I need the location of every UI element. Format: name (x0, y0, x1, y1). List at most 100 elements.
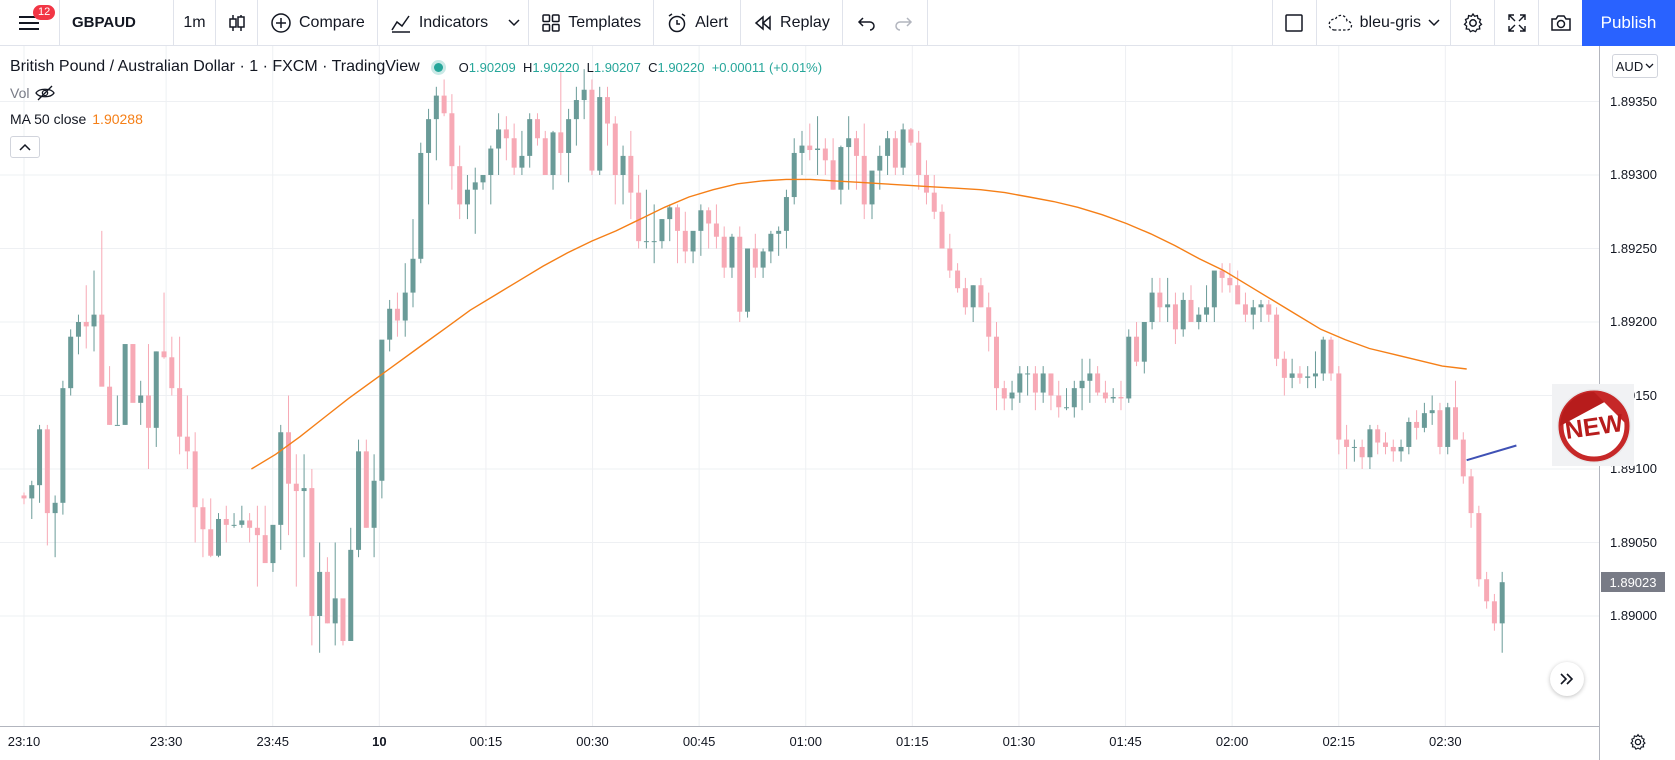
settings-button[interactable] (1450, 0, 1494, 46)
publish-button[interactable]: Publish (1582, 0, 1675, 46)
candle-body-down (293, 483, 299, 492)
indicators-dropdown[interactable] (500, 0, 530, 46)
candle-body-up (231, 524, 237, 526)
fullscreen-button[interactable] (1494, 0, 1538, 46)
replay-button[interactable]: Replay (741, 0, 843, 46)
indicators-label: Indicators (418, 13, 489, 31)
candle-body-down (503, 129, 509, 139)
candle-body-up (729, 236, 735, 268)
candle-body-down (1484, 579, 1490, 602)
candle-body-up (153, 351, 159, 428)
market-open-indicator (433, 62, 443, 72)
axis-settings-button[interactable] (1627, 731, 1649, 753)
candle-body-up (581, 89, 587, 101)
symbol-title: British Pound / Australian Dollar · 1 · … (10, 58, 420, 75)
candle-body-down (1048, 373, 1054, 396)
chart-legend: British Pound / Australian Dollar · 1 · … (10, 54, 822, 158)
time-tick-label: 02:00 (1215, 734, 1249, 749)
candle-body-up (519, 155, 525, 168)
double-chevron-right-icon (1560, 673, 1574, 685)
candle-body-up (138, 395, 144, 403)
ma-legend-row[interactable]: MA 50 close 1.90288 (10, 106, 822, 132)
candle-body-up (659, 219, 665, 242)
alert-button[interactable]: Alert (654, 0, 742, 46)
select-rectangle-button[interactable] (1271, 0, 1316, 46)
candle-body-up (885, 138, 891, 156)
indicators-button[interactable]: Indicators (378, 0, 500, 46)
replay-icon (754, 14, 771, 31)
candle-body-down (192, 451, 198, 508)
candle-body-up (464, 189, 470, 205)
candle-body-up (1289, 373, 1295, 378)
candle-body-up (815, 148, 821, 151)
candle-body-down (822, 148, 828, 161)
main-menu-button[interactable]: 12 (0, 0, 60, 46)
candle-body-up (379, 339, 385, 481)
candle-body-down (1095, 373, 1101, 393)
candle-body-up (488, 148, 494, 175)
scroll-to-realtime-button[interactable] (1550, 662, 1584, 696)
candle-body-down (931, 192, 937, 212)
candle-body-down (830, 160, 836, 190)
candle-body-up (776, 230, 782, 234)
gear-icon (1463, 12, 1482, 33)
candle-body-down (1437, 410, 1443, 447)
candle-body-up (239, 520, 245, 525)
candle-body-up (1180, 299, 1186, 330)
alarm-clock-icon (668, 12, 686, 32)
candle-body-up (1079, 380, 1085, 389)
layout-selector[interactable]: bleu-gris (1315, 0, 1450, 46)
candle-body-up (472, 182, 478, 190)
candle-body-up (1320, 339, 1326, 374)
chart-type-button[interactable] (216, 0, 258, 46)
candle-body-down (892, 138, 898, 168)
candle-body-down (441, 95, 447, 114)
chart-canvas[interactable] (0, 46, 1675, 760)
interval-button[interactable]: 1m (174, 0, 216, 46)
candle-body-down (1281, 358, 1287, 378)
candle-body-down (604, 97, 610, 124)
undo-button[interactable] (843, 0, 885, 46)
redo-button[interactable] (885, 0, 928, 46)
change-value: +0.00011 (+0.01%) (711, 59, 823, 75)
candle-body-down (682, 230, 688, 252)
symbol-search[interactable]: GBPAUD (60, 0, 174, 46)
chart-area[interactable]: British Pound / Australian Dollar · 1 · … (0, 46, 1675, 760)
eye-crossed-icon[interactable] (35, 85, 56, 101)
compare-button[interactable]: Compare (258, 0, 378, 46)
time-tick-label: 01:45 (1109, 734, 1142, 749)
snapshot-button[interactable] (1538, 0, 1582, 46)
time-axis-border (0, 726, 1599, 727)
candle-body-up (496, 129, 502, 149)
volume-legend-row[interactable]: Vol (10, 80, 822, 106)
close-key: C (648, 59, 658, 75)
price-tick-label: 1.89300 (1610, 167, 1657, 182)
candle-body-down (309, 488, 315, 616)
candle-body-down (853, 138, 859, 156)
collapse-legend-button[interactable] (10, 136, 40, 158)
currency-selector[interactable]: AUD (1612, 54, 1658, 78)
fullscreen-icon (1507, 14, 1526, 32)
candle-body-up (869, 170, 875, 205)
time-tick-label: 01:15 (896, 734, 929, 749)
templates-button[interactable]: Templates (529, 0, 655, 46)
candle-body-down (511, 138, 517, 168)
candle-body-up (1367, 429, 1373, 458)
candle-body-up (29, 485, 35, 499)
candle-body-up (550, 132, 556, 175)
time-tick-label: 02:30 (1429, 734, 1462, 749)
symbol-legend-row[interactable]: British Pound / Australian Dollar · 1 · … (10, 54, 822, 80)
candle-body-down (955, 270, 961, 289)
interval-label: 1m (183, 13, 206, 31)
candle-body-down (993, 336, 999, 389)
candle-body-up (1196, 314, 1202, 322)
candle-body-down (1219, 270, 1225, 278)
candle-body-up (75, 322, 81, 337)
candle-body-up (1211, 270, 1217, 308)
notification-badge: 12 (33, 4, 56, 20)
candle-body-up (900, 129, 906, 168)
candle-body-up (667, 207, 673, 220)
candle-body-up (1429, 410, 1435, 414)
candle-body-up (215, 518, 221, 556)
candle-body-down (636, 192, 642, 242)
